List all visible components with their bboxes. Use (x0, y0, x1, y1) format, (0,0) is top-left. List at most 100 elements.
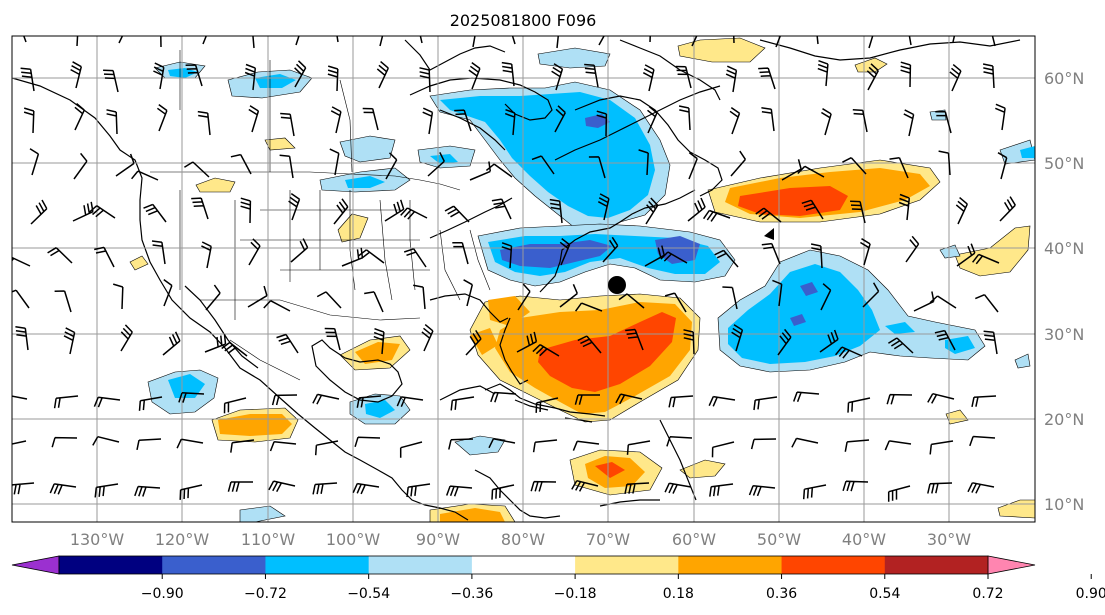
wind-barb (755, 207, 782, 223)
wind-barb (106, 109, 118, 135)
wind-barb (356, 395, 382, 408)
wind-barb (908, 36, 912, 46)
wind-barb (134, 485, 161, 497)
wind-barb (294, 60, 307, 88)
wind-barb (559, 284, 578, 308)
colorbar-tick-label: 0.18 (663, 586, 694, 602)
wind-barb (531, 155, 555, 175)
wind-barb (51, 436, 78, 448)
wind-barb (884, 440, 912, 451)
wind-barb (53, 395, 79, 409)
wind-barb (660, 251, 688, 264)
wind-barb (204, 334, 227, 353)
wind-barb (802, 484, 827, 500)
wind-barb (644, 245, 665, 267)
wind-barb (279, 154, 294, 179)
wind-barb (469, 161, 492, 181)
lon-label: 30°W (927, 530, 971, 549)
wind-barb (450, 396, 475, 411)
wind-barb (842, 480, 869, 492)
wind-barb (118, 36, 124, 44)
wind-barb (268, 480, 296, 493)
wind-barb (184, 161, 210, 178)
wind-barb (485, 163, 513, 178)
wind-barb (49, 483, 77, 495)
wind-barb (929, 440, 954, 455)
wind-barb (748, 484, 776, 497)
wind-barb (385, 152, 398, 180)
wind-barb (549, 198, 563, 224)
wind-barb (316, 291, 342, 309)
wind-barb (732, 36, 735, 44)
wind-barb (263, 300, 291, 312)
wind-barb (358, 249, 385, 264)
wind-barb (76, 36, 79, 47)
wind-barb (290, 238, 309, 263)
wind-barb (244, 63, 257, 91)
wind-barb (30, 199, 48, 225)
wind-barb (711, 441, 735, 458)
wind-barb (413, 284, 426, 310)
wind-barb (889, 156, 909, 179)
wind-barb (29, 148, 40, 176)
wind-barb (23, 107, 35, 134)
lon-label: 110°W (241, 530, 296, 549)
wind-barb (197, 110, 211, 136)
wind-barb (336, 36, 339, 43)
wind-barb (702, 209, 731, 222)
wind-barb (969, 435, 996, 447)
wind-barb (15, 326, 29, 351)
wind-barb (725, 65, 738, 93)
wind-barb (638, 149, 649, 176)
wind-barb (618, 293, 645, 309)
wind-barb (314, 440, 339, 456)
wind-barb (688, 152, 698, 180)
wind-barb (554, 105, 566, 133)
wind-barb (240, 197, 252, 224)
wind-barb (598, 36, 605, 46)
wind-barb (625, 328, 644, 351)
wind-barb (887, 485, 911, 502)
wind-barb (202, 36, 208, 45)
lon-label: 120°W (155, 530, 210, 549)
wind-barb (511, 36, 516, 45)
wind-barb (421, 324, 434, 352)
lat-label: 40°N (1044, 239, 1084, 258)
wind-barb (136, 438, 162, 451)
wind-barb (364, 291, 384, 313)
wind-barb (501, 61, 515, 87)
wind-barb (860, 238, 871, 266)
wind-barb (761, 107, 775, 132)
wind-barb (379, 36, 384, 47)
wind-barb (574, 394, 600, 405)
wind-barb (797, 165, 825, 178)
wind-barb (491, 198, 512, 220)
wind-barb (929, 295, 957, 309)
wind-barb (330, 106, 342, 134)
colorbar-tick-label: 0.54 (869, 586, 900, 602)
wind-barb (602, 236, 619, 263)
wind-barb (753, 396, 778, 411)
colorbar-tick-label: −0.90 (141, 586, 184, 602)
wind-barb (354, 436, 381, 448)
wind-barb (862, 282, 880, 308)
colorbar-tick-label: −0.18 (554, 586, 597, 602)
wind-barb (597, 193, 610, 221)
wind-barb (642, 64, 655, 92)
wind-barb (138, 396, 163, 411)
wind-barb (577, 335, 602, 354)
wind-barb (675, 65, 692, 89)
wind-barb (352, 482, 380, 495)
wind-barb (571, 479, 599, 492)
wind-barb (821, 108, 832, 136)
lat-label: 20°N (1044, 410, 1084, 429)
wind-barb (750, 438, 777, 450)
wind-barb (866, 63, 879, 91)
wind-barb (588, 156, 606, 179)
wind-barb (491, 484, 515, 500)
wind-barb (997, 152, 1008, 180)
wind-barb (465, 330, 482, 356)
lon-label: 40°W (842, 530, 886, 549)
colorbar-tick-label: −0.36 (450, 586, 493, 602)
wind-barb (927, 392, 955, 404)
